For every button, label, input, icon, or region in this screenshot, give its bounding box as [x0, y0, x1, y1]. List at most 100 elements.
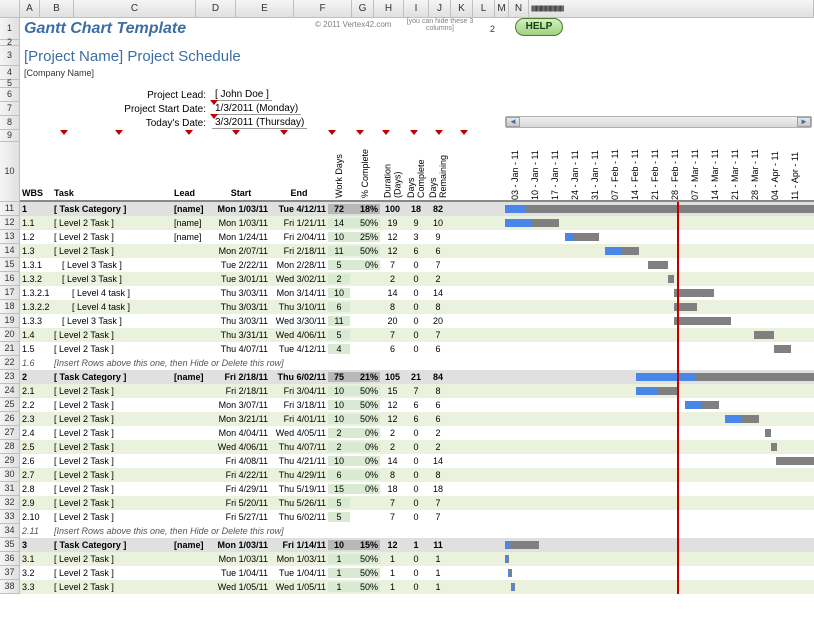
gantt-date-header: 10 - Jan - 11: [525, 142, 545, 202]
gantt-date-header: 14 - Mar - 11: [705, 142, 725, 202]
table-row[interactable]: 1.1[ Level 2 Task ][name]Mon 1/03/11Fri …: [20, 216, 814, 230]
header-task[interactable]: Task: [52, 188, 172, 200]
row-header[interactable]: 21: [0, 342, 19, 356]
table-row[interactable]: 2.11[Insert Rows above this one, then Hi…: [20, 524, 814, 538]
table-row[interactable]: 2.5[ Level 2 Task ]Wed 4/06/11Thu 4/07/1…: [20, 440, 814, 454]
spreadsheet-body: Gantt Chart Template © 2011 Vertex42.com…: [20, 18, 814, 594]
row-header[interactable]: 13: [0, 230, 19, 244]
todays-date-value[interactable]: 3/3/2011 (Thursday): [212, 117, 307, 129]
table-row[interactable]: 1.3.2.1[ Level 4 task ]Thu 3/03/11Mon 3/…: [20, 286, 814, 300]
header-start[interactable]: Start: [212, 188, 270, 200]
project-start-value[interactable]: 1/3/2011 (Monday): [212, 103, 301, 115]
col-header[interactable]: D: [196, 0, 236, 17]
row-header[interactable]: 7: [0, 102, 19, 116]
row-header[interactable]: 22: [0, 356, 19, 370]
table-row[interactable]: 2.8[ Level 2 Task ]Fri 4/29/11Thu 5/19/1…: [20, 482, 814, 496]
col-header[interactable]: F: [294, 0, 352, 17]
row-header[interactable]: 16: [0, 272, 19, 286]
table-row[interactable]: 1.6[Insert Rows above this one, then Hid…: [20, 356, 814, 370]
col-header[interactable]: G: [352, 0, 374, 17]
row-header[interactable]: 27: [0, 426, 19, 440]
header-pct-complete[interactable]: % Complete: [350, 144, 380, 200]
gantt-date-header: 07 - Mar - 11: [685, 142, 705, 202]
table-row[interactable]: 2.9[ Level 2 Task ]Fri 5/20/11Thu 5/26/1…: [20, 496, 814, 510]
header-wbs[interactable]: WBS: [20, 188, 52, 200]
table-row[interactable]: 2.10[ Level 2 Task ]Fri 5/27/11Thu 6/02/…: [20, 510, 814, 524]
row-header[interactable]: 30: [0, 468, 19, 482]
header-days-remaining[interactable]: Days Remaining: [427, 144, 449, 200]
col-header[interactable]: L: [473, 0, 495, 17]
row-header[interactable]: 35: [0, 538, 19, 552]
table-row[interactable]: 1.3[ Level 2 Task ]Mon 2/07/11Fri 2/18/1…: [20, 244, 814, 258]
row-header[interactable]: 18: [0, 300, 19, 314]
header-work-days[interactable]: Work Days: [328, 144, 350, 200]
table-row[interactable]: 2.7[ Level 2 Task ]Fri 4/22/11Thu 4/29/1…: [20, 468, 814, 482]
table-row[interactable]: 2.4[ Level 2 Task ]Mon 4/04/11Wed 4/05/1…: [20, 426, 814, 440]
table-row[interactable]: 2.1[ Level 2 Task ]Fri 2/18/11Fri 3/04/1…: [20, 384, 814, 398]
row-header[interactable]: 24: [0, 384, 19, 398]
scroll-left-button[interactable]: ◄: [506, 117, 520, 127]
row-header[interactable]: 11: [0, 202, 19, 216]
table-row[interactable]: 2.2[ Level 2 Task ]Mon 3/07/11Fri 3/18/1…: [20, 398, 814, 412]
row-header[interactable]: 36: [0, 552, 19, 566]
table-row[interactable]: 3[ Task Category ][name]Mon 1/03/11Fri 1…: [20, 538, 814, 552]
help-button[interactable]: HELP: [515, 18, 563, 36]
col-header[interactable]: J: [429, 0, 451, 17]
col-header[interactable]: B: [40, 0, 74, 17]
col-header[interactable]: K: [451, 0, 473, 17]
row-header[interactable]: 15: [0, 258, 19, 272]
table-row[interactable]: 1.5[ Level 2 Task ]Thu 4/07/11Tue 4/12/1…: [20, 342, 814, 356]
table-row[interactable]: 3.2[ Level 2 Task ]Tue 1/04/11Tue 1/04/1…: [20, 566, 814, 580]
project-lead-value[interactable]: [ John Doe ]: [212, 89, 272, 101]
row-header[interactable]: 9: [0, 130, 19, 142]
row-header[interactable]: 38: [0, 580, 19, 594]
row-header[interactable]: 5: [0, 80, 19, 88]
row-header[interactable]: 19: [0, 314, 19, 328]
row-header[interactable]: 23: [0, 370, 19, 384]
col-header[interactable]: A: [20, 0, 40, 17]
col-header[interactable]: N: [509, 0, 529, 17]
row-header[interactable]: 26: [0, 412, 19, 426]
row-header[interactable]: 3: [0, 46, 19, 66]
scroll-right-button[interactable]: ►: [797, 117, 811, 127]
project-title: [Project Name] Project Schedule: [20, 46, 814, 65]
row-header[interactable]: 32: [0, 496, 19, 510]
header-lead[interactable]: Lead: [172, 188, 212, 200]
header-duration[interactable]: Duration (Days): [380, 144, 405, 200]
row-header[interactable]: 14: [0, 244, 19, 258]
gantt-scroll-bar[interactable]: ◄ ►: [505, 116, 812, 128]
row-header[interactable]: 8: [0, 116, 19, 130]
row-header[interactable]: 10: [0, 142, 19, 202]
col-header[interactable]: M: [495, 0, 509, 17]
header-end[interactable]: End: [270, 188, 328, 200]
row-header[interactable]: 28: [0, 440, 19, 454]
table-row[interactable]: 1.3.1[ Level 3 Task ]Tue 2/22/11Mon 2/28…: [20, 258, 814, 272]
row-header[interactable]: 6: [0, 88, 19, 102]
col-header[interactable]: E: [236, 0, 294, 17]
row-header[interactable]: 29: [0, 454, 19, 468]
col-header[interactable]: I: [404, 0, 429, 17]
table-row[interactable]: 2.3[ Level 2 Task ]Mon 3/21/11Fri 4/01/1…: [20, 412, 814, 426]
row-header[interactable]: 12: [0, 216, 19, 230]
row-header[interactable]: 25: [0, 398, 19, 412]
table-row[interactable]: 1.3.3[ Level 3 Task ]Thu 3/03/11Wed 3/30…: [20, 314, 814, 328]
row-header[interactable]: 17: [0, 286, 19, 300]
table-row[interactable]: 3.3[ Level 2 Task ]Wed 1/05/11Wed 1/05/1…: [20, 580, 814, 594]
table-row[interactable]: 2[ Task Category ][name]Fri 2/18/11Thu 6…: [20, 370, 814, 384]
col-header[interactable]: C: [74, 0, 196, 17]
table-row[interactable]: 1.3.2[ Level 3 Task ]Tue 3/01/11Wed 3/02…: [20, 272, 814, 286]
col-header[interactable]: H: [374, 0, 404, 17]
header-days-complete[interactable]: Days Complete: [405, 144, 427, 200]
row-header[interactable]: 37: [0, 566, 19, 580]
table-row[interactable]: 3.1[ Level 2 Task ]Mon 1/03/11Mon 1/03/1…: [20, 552, 814, 566]
row-header[interactable]: 20: [0, 328, 19, 342]
row-header[interactable]: 34: [0, 524, 19, 538]
row-header[interactable]: 33: [0, 510, 19, 524]
row-header[interactable]: 31: [0, 482, 19, 496]
table-row[interactable]: 1[ Task Category ][name]Mon 1/03/11Tue 4…: [20, 202, 814, 216]
table-row[interactable]: 1.3.2.2[ Level 4 task ]Thu 3/03/11Thu 3/…: [20, 300, 814, 314]
table-row[interactable]: 1.4[ Level 2 Task ]Thu 3/31/11Wed 4/06/1…: [20, 328, 814, 342]
table-row[interactable]: 1.2[ Level 2 Task ][name]Mon 1/24/11Fri …: [20, 230, 814, 244]
table-row[interactable]: 2.6[ Level 2 Task ]Fri 4/08/11Thu 4/21/1…: [20, 454, 814, 468]
gantt-bar-area: [505, 384, 814, 398]
